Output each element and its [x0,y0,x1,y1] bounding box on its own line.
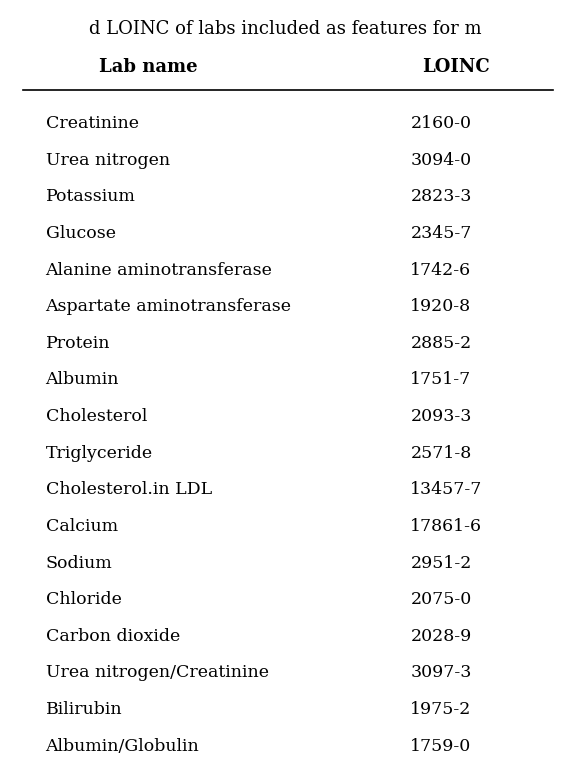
Text: 1742-6: 1742-6 [410,261,471,278]
Text: Potassium: Potassium [46,188,136,205]
Text: Lab name: Lab name [99,58,198,76]
Text: Calcium: Calcium [46,518,118,535]
Text: Sodium: Sodium [46,555,112,572]
Text: Alanine aminotransferase: Alanine aminotransferase [46,261,272,278]
Text: Creatinine: Creatinine [46,115,139,132]
Text: Aspartate aminotransferase: Aspartate aminotransferase [46,298,292,315]
Text: LOINC: LOINC [422,58,490,76]
Text: Urea nitrogen: Urea nitrogen [46,152,170,168]
Text: 2345-7: 2345-7 [410,225,472,242]
Text: Albumin/Globulin: Albumin/Globulin [46,738,199,754]
Text: 2093-3: 2093-3 [410,408,472,425]
Text: Carbon dioxide: Carbon dioxide [46,628,180,645]
Text: Chloride: Chloride [46,591,121,608]
Text: 3097-3: 3097-3 [410,665,472,682]
Text: Urea nitrogen/Creatinine: Urea nitrogen/Creatinine [46,665,268,682]
Text: Triglyceride: Triglyceride [46,445,153,462]
Text: Cholesterol.in LDL: Cholesterol.in LDL [46,481,211,498]
Text: 2571-8: 2571-8 [410,445,471,462]
Text: 2160-0: 2160-0 [410,115,471,132]
Text: 2951-2: 2951-2 [410,555,472,572]
Text: 2075-0: 2075-0 [410,591,471,608]
Text: 3094-0: 3094-0 [410,152,471,168]
Text: 1759-0: 1759-0 [410,738,471,754]
Text: Protein: Protein [46,335,110,352]
Text: 17861-6: 17861-6 [410,518,482,535]
Text: 1920-8: 1920-8 [410,298,471,315]
Text: 2028-9: 2028-9 [410,628,471,645]
Text: Bilirubin: Bilirubin [46,701,122,718]
Text: 13457-7: 13457-7 [410,481,483,498]
Text: 2885-2: 2885-2 [410,335,471,352]
Text: d LOINC of labs included as features for m: d LOINC of labs included as features for… [89,20,481,37]
Text: Albumin: Albumin [46,371,119,388]
Text: 1975-2: 1975-2 [410,701,472,718]
Text: 1751-7: 1751-7 [410,371,471,388]
Text: 2823-3: 2823-3 [410,188,472,205]
Text: Glucose: Glucose [46,225,116,242]
Text: Cholesterol: Cholesterol [46,408,147,425]
